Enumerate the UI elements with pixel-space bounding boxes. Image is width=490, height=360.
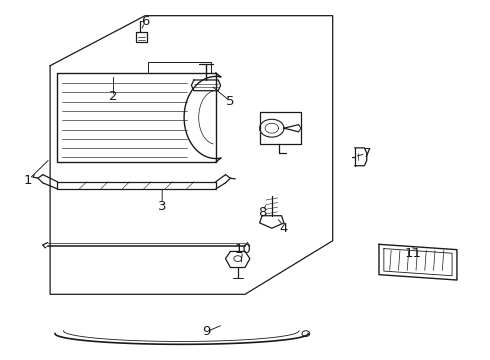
Text: 11: 11	[405, 247, 421, 260]
Text: 7: 7	[363, 147, 371, 160]
Text: 9: 9	[202, 325, 210, 338]
Text: 3: 3	[158, 200, 167, 213]
Text: 1: 1	[24, 174, 32, 186]
Text: 8: 8	[258, 206, 266, 219]
Text: 5: 5	[226, 95, 235, 108]
Text: 6: 6	[141, 14, 149, 27]
Text: 10: 10	[234, 243, 251, 256]
Text: 2: 2	[109, 90, 118, 103]
Text: 4: 4	[280, 222, 288, 235]
